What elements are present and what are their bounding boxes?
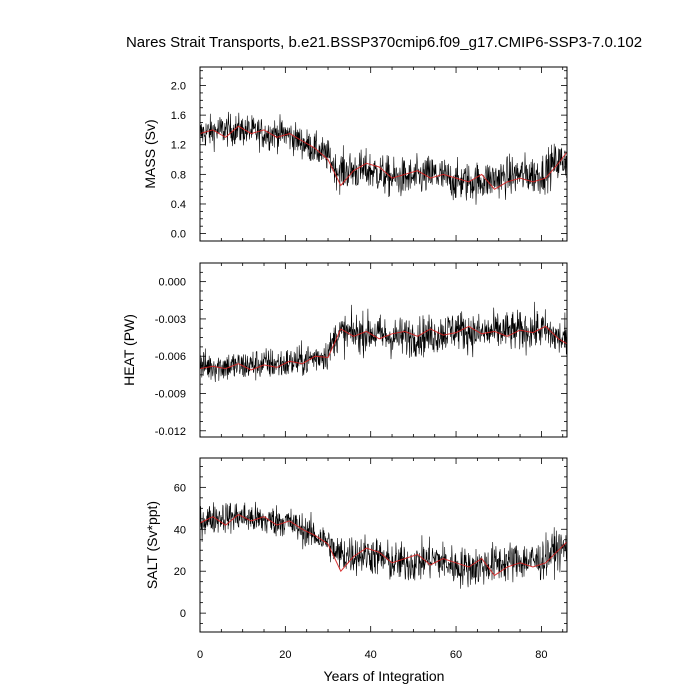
xtick-label: 80 [535, 649, 547, 661]
heat-ytick-label: -0.006 [155, 351, 186, 363]
salt-ylabel: SALT (Sv*ppt) [144, 501, 160, 589]
heat-tick-layer: 0.000 -0.003 -0.006 -0.009 -0.012 [155, 262, 567, 438]
mass-ytick-label: 1.6 [171, 110, 186, 122]
mass-monthly-series [199, 111, 568, 205]
salt-monthly-series [199, 501, 568, 589]
heat-monthly-series [199, 301, 568, 383]
heat-ylabel: HEAT (PW) [121, 314, 137, 386]
salt-tick-layer: 60 40 20 0 [174, 458, 567, 632]
mass-ytick-label: 2.0 [171, 81, 186, 93]
mass-ylabel: MASS (Sv) [142, 119, 158, 188]
mass-ytick-label: 1.2 [171, 140, 186, 152]
panel-mass: 2.0 1.6 1.2 0.8 0.4 0.0 MASS (Sv) [142, 66, 568, 242]
salt-data-layer [199, 501, 568, 589]
mass-ytick-label: 0.0 [171, 229, 186, 241]
mass-data-layer [199, 111, 568, 205]
heat-ytick-label: -0.012 [155, 426, 186, 438]
panel-salt: 60 40 20 0 SALT (Sv*ppt) [144, 457, 568, 633]
chart-title: Nares Strait Transports, b.e21.BSSP370cm… [126, 34, 642, 51]
xtick-label: 0 [197, 649, 203, 661]
xtick-label: 40 [365, 649, 377, 661]
xtick-label: 20 [279, 649, 291, 661]
xtick-label: 60 [450, 649, 462, 661]
heat-smoothed-series [199, 325, 568, 371]
salt-ytick-label: 60 [174, 482, 186, 494]
mass-plot-frame [199, 66, 568, 242]
mass-smoothed-series [199, 125, 568, 190]
panel-heat: 0.000 -0.003 -0.006 -0.009 -0.012 HEAT (PW) [121, 262, 568, 438]
heat-ytick-label: -0.003 [155, 314, 186, 326]
heat-plot-frame [199, 262, 568, 438]
heat-data-layer [199, 301, 568, 383]
salt-ytick-label: 0 [180, 608, 186, 620]
salt-smoothed-series [199, 514, 568, 577]
salt-ytick-label: 40 [174, 524, 186, 536]
mass-ytick-label: 0.8 [171, 169, 186, 181]
heat-ytick-label: 0.000 [158, 277, 186, 289]
mass-tick-layer: 2.0 1.6 1.2 0.8 0.4 0.0 [171, 67, 567, 242]
x-axis-label: Years of Integration [324, 668, 445, 684]
heat-ytick-label: -0.009 [155, 389, 186, 401]
mass-ytick-label: 0.4 [171, 199, 186, 211]
x-axis: 0 20 40 60 80 [197, 649, 548, 661]
salt-ytick-label: 20 [174, 566, 186, 578]
salt-plot-frame [199, 457, 568, 633]
